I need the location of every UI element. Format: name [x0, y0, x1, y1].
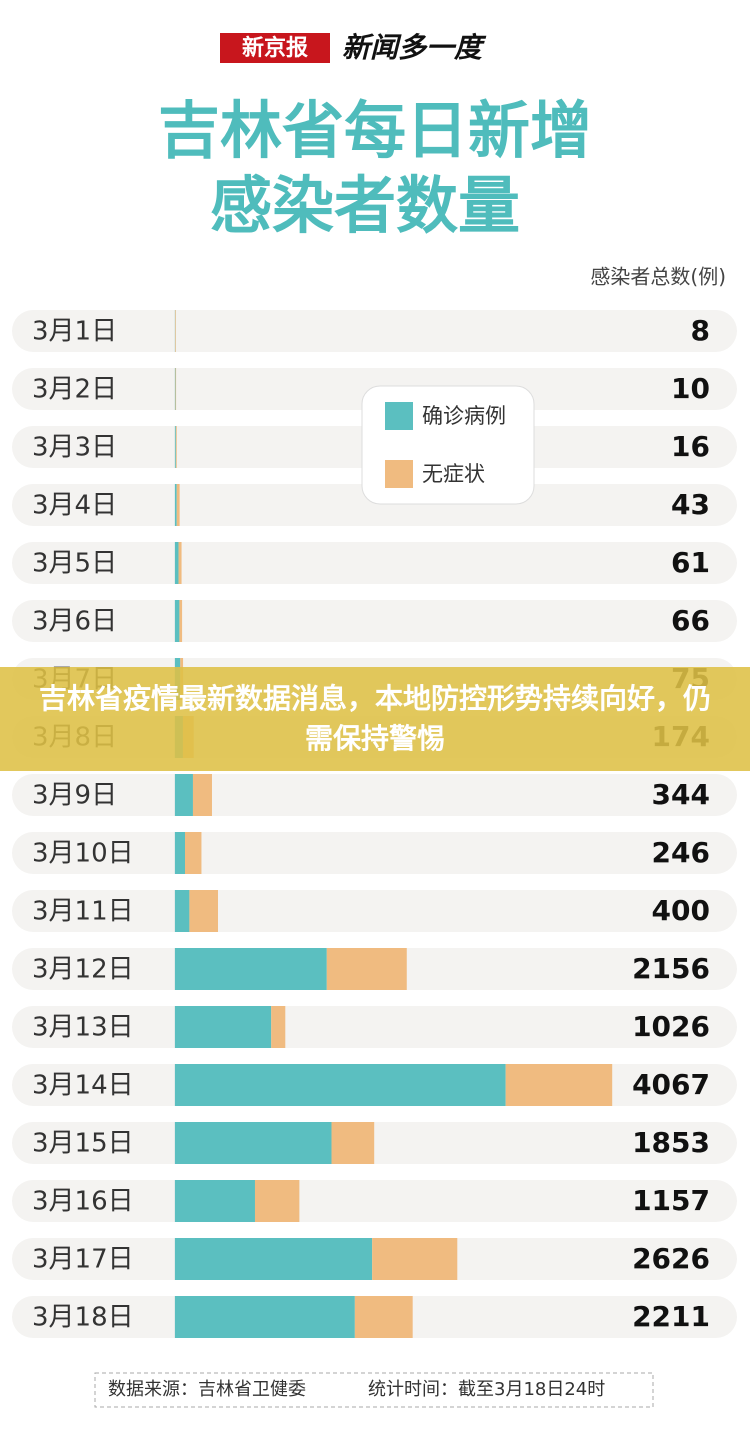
total-label: 344: [652, 778, 710, 811]
bar-segment: [175, 890, 190, 932]
category-label: 3月12日: [32, 955, 134, 985]
title-line: 感染者数量: [210, 169, 520, 242]
bar-segment: [175, 1064, 506, 1106]
legend-swatch: [385, 460, 413, 488]
logo: 新京报: [242, 35, 308, 61]
bar-segment: [176, 484, 180, 526]
total-label: 246: [652, 836, 710, 869]
bar-segment: [175, 484, 177, 526]
bar-segment: [189, 890, 218, 932]
bar-segment: [175, 1122, 332, 1164]
category-label: 3月6日: [32, 607, 117, 637]
total-label: 8: [691, 314, 710, 347]
bar-segment: [326, 948, 407, 990]
bar-segment: [505, 1064, 613, 1106]
bar-segment: [372, 1238, 458, 1280]
bar-segment: [175, 774, 193, 816]
bar-segment: [331, 1122, 375, 1164]
bar-segment: [354, 1296, 413, 1338]
banner-text: 吉林省疫情最新数据消息，本地防控形势持续向好，仍需保持警惕: [38, 682, 711, 755]
legend-swatch: [385, 402, 413, 430]
bar-segment: [175, 1006, 272, 1048]
total-label: 2626: [632, 1242, 710, 1275]
bar-segment: [175, 368, 177, 410]
legend-label: 无症状: [422, 462, 485, 486]
total-label: 61: [671, 546, 710, 579]
bar-segment: [271, 1006, 286, 1048]
bar-segment: [192, 774, 212, 816]
total-label: 1157: [632, 1184, 710, 1217]
category-label: 3月11日: [32, 897, 134, 927]
category-label: 3月5日: [32, 549, 117, 579]
bar-segment: [178, 542, 182, 584]
bar-segment: [184, 832, 202, 874]
row-bg: [12, 600, 737, 642]
total-label: 43: [671, 488, 710, 521]
bar-segment: [175, 1180, 255, 1222]
bar-segment: [175, 1238, 373, 1280]
bar-segment: [175, 426, 177, 468]
total-label: 16: [671, 430, 710, 463]
total-label: 2156: [632, 952, 710, 985]
bar-segment: [175, 426, 176, 468]
bar-segment: [179, 600, 183, 642]
row-bg: [12, 484, 737, 526]
category-label: 3月2日: [32, 375, 117, 405]
category-label: 3月10日: [32, 839, 134, 869]
footer-source: 数据来源：吉林省卫健委: [108, 1379, 306, 1400]
total-label: 2211: [632, 1300, 710, 1333]
total-label: 10: [671, 372, 710, 405]
category-label: 3月17日: [32, 1245, 134, 1275]
total-label: 1853: [632, 1126, 710, 1159]
bar-segment: [175, 1296, 355, 1338]
legend-label: 确诊病例: [422, 404, 506, 428]
logo-box: [220, 33, 330, 63]
total-label: 66: [671, 604, 710, 637]
unit-label: 感染者总数(例): [590, 265, 726, 289]
row-bg: [12, 310, 737, 352]
bar-segment: [175, 832, 185, 874]
bar-segment: [175, 310, 176, 352]
total-label: 4067: [632, 1068, 710, 1101]
total-label: 400: [652, 894, 710, 927]
category-label: 3月4日: [32, 491, 117, 521]
bar-segment: [175, 600, 180, 642]
category-label: 3月9日: [32, 781, 117, 811]
row-bg: [12, 542, 737, 584]
title-line: 吉林省每日新增: [158, 94, 592, 167]
banner: 吉林省疫情最新数据消息，本地防控形势持续向好，仍需保持警惕: [0, 667, 750, 771]
bar-segment: [175, 948, 327, 990]
footer-box: [94, 1372, 654, 1408]
brand: 新闻多一度: [342, 31, 487, 64]
footer-time: 统计时间：截至3月18日24时: [368, 1379, 605, 1400]
category-label: 3月16日: [32, 1187, 134, 1217]
total-label: 1026: [632, 1010, 710, 1043]
category-label: 3月13日: [32, 1013, 134, 1043]
category-label: 3月3日: [32, 433, 117, 463]
bar-segment: [175, 542, 179, 584]
category-label: 3月14日: [32, 1071, 134, 1101]
bar-segment: [254, 1180, 300, 1222]
category-label: 3月1日: [32, 317, 117, 347]
row-bg: [12, 774, 737, 816]
category-label: 3月18日: [32, 1303, 134, 1333]
category-label: 3月15日: [32, 1129, 134, 1159]
